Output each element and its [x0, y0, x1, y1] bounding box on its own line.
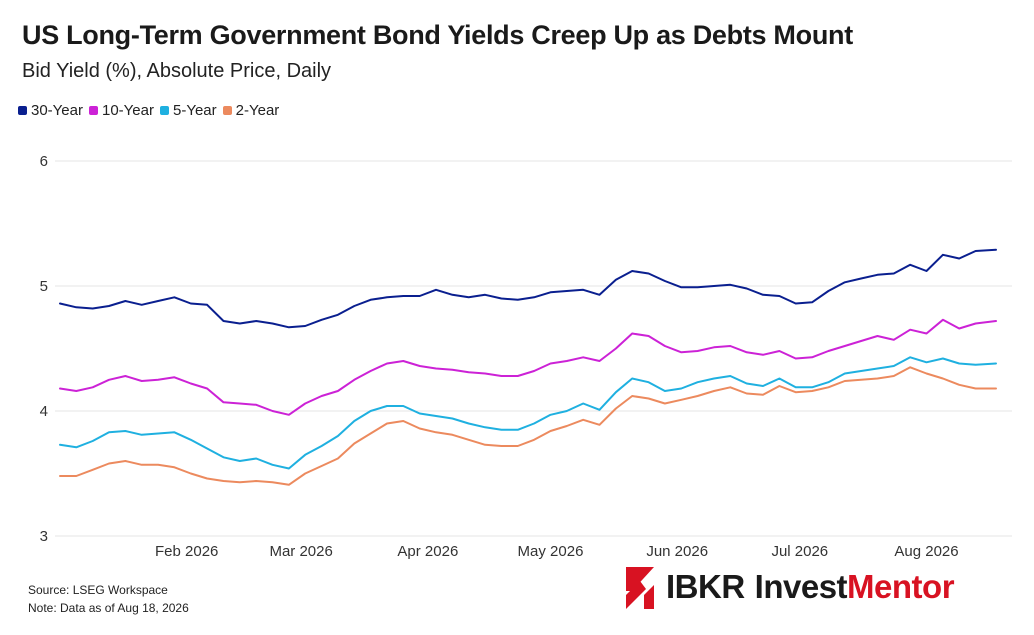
series-line-30-year [59, 248, 997, 329]
legend-swatch [160, 106, 169, 115]
y-tick-label: 6 [40, 153, 48, 170]
y-tick-label: 5 [40, 278, 48, 295]
grid-lines [55, 160, 1012, 537]
legend-label: 5-Year [173, 102, 217, 119]
legend-item-30-year: 30-Year [18, 102, 83, 119]
x-tick-label: Jun 2026 [646, 543, 708, 560]
legend-swatch [89, 106, 98, 115]
data-date-note: Note: Data as of Aug 18, 2026 [28, 601, 189, 615]
legend-item-10-year: 10-Year [89, 102, 154, 119]
legend-label: 30-Year [31, 102, 83, 119]
y-tick-label: 3 [40, 528, 48, 545]
line-chart: 3 4 5 6 Feb 2026 Mar 2026 Apr 2026 May 2026 Jun… [40, 153, 1012, 560]
series-line-10-year [59, 318, 997, 416]
legend-label: 2-Year [235, 102, 280, 119]
chart-legend: 30-Year 10-Year 5-Year 2-Year [18, 102, 285, 119]
legend-swatch [18, 106, 27, 115]
x-tick-label: Aug 2026 [894, 543, 958, 560]
series-line-5-year [59, 356, 997, 470]
y-axis-ticks: 3 4 5 6 [40, 153, 48, 545]
x-tick-label: May 2026 [518, 543, 584, 560]
x-tick-label: Feb 2026 [155, 543, 218, 560]
series-lines [59, 248, 997, 486]
ibkr-investmentor-logo: IBKR Invest Mentor [622, 565, 955, 609]
legend-item-2-year: 2-Year [222, 102, 280, 119]
legend-item-5-year: 5-Year [160, 102, 217, 119]
series-line-2-year [59, 366, 997, 486]
ibkr-logo-icon [626, 567, 654, 609]
logo-product-red: Mentor [847, 568, 955, 605]
x-tick-label: Apr 2026 [397, 543, 458, 560]
y-tick-label: 4 [40, 403, 48, 420]
source-note: Source: LSEG Workspace [28, 583, 168, 597]
x-axis-ticks: Feb 2026 Mar 2026 Apr 2026 May 2026 Jun 2026… [155, 543, 959, 560]
legend-swatch [222, 106, 232, 115]
logo-brand: IBKR [666, 568, 745, 605]
x-tick-label: Mar 2026 [269, 543, 332, 560]
x-tick-label: Jul 2026 [771, 543, 828, 560]
chart-subtitle: Bid Yield (%), Absolute Price, Daily [22, 60, 332, 82]
logo-product-dark: Invest [754, 568, 848, 605]
legend-label: 10-Year [102, 102, 154, 119]
chart-title: US Long-Term Government Bond Yields Cree… [22, 20, 853, 50]
